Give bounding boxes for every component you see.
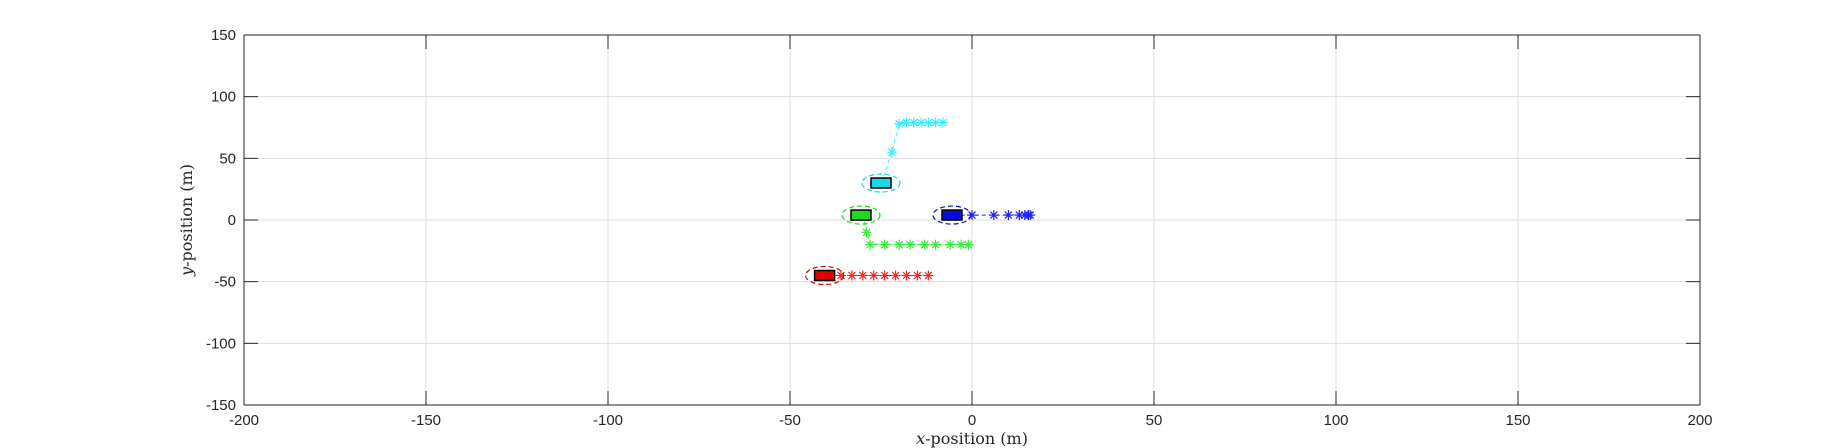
star-stroke [880,240,889,249]
trajectory-point [886,147,897,158]
star-stroke [902,118,911,127]
star-stroke [891,271,900,280]
vehicle-body [850,209,872,221]
trajectory-point [857,270,868,281]
y-tick-label: 0 [228,212,236,229]
trajectory-point [1003,210,1014,221]
x-axis-label-text: -position (m) [925,429,1028,448]
x-tick-label: 150 [1505,412,1530,429]
y-tick-label: -150 [206,397,236,414]
safety-ellipse [932,205,972,225]
vehicle-body [870,177,892,189]
y-axis-label-text: -position (m) [177,164,196,267]
vehicle [804,265,845,286]
star-stroke [847,271,856,280]
y-tick-label: 150 [211,27,236,44]
x-axis-label-variable: x [916,429,925,448]
x-tick-label: -50 [779,412,801,429]
star-stroke [866,240,875,249]
x-tick-label: -200 [229,412,259,429]
trajectory-point [945,239,956,250]
vehicles [804,173,972,286]
x-tick-label: 100 [1323,412,1348,429]
star-stroke [920,240,929,249]
star-stroke [862,228,871,237]
trajectory-point [967,210,977,221]
trajectory-point [937,117,948,128]
y-axis-label-variable: y [177,266,196,277]
trajectory-point [988,210,999,221]
star-stroke [909,118,918,127]
vehicle-trajectory [821,270,934,281]
star-stroke [913,271,922,280]
star-stroke [895,240,904,249]
x-tick-label: 200 [1687,412,1712,429]
star-stroke [1026,211,1035,219]
star-stroke [858,271,867,280]
trajectory-point [923,270,934,281]
trajectory-point [894,239,905,250]
x-tick-label: 0 [968,412,976,429]
y-tick-label: -100 [206,335,236,352]
star-stroke [917,118,925,127]
star-stroke [869,271,878,280]
vehicle [841,205,881,225]
y-tick-label: -50 [214,274,236,291]
x-tick-labels: -200 -150 -100 -50 0 50 100 150 200 [229,412,1713,429]
star-stroke [895,119,904,128]
plot-frame [243,34,1701,406]
vehicle-body [813,269,836,282]
star-stroke [924,271,933,280]
star-stroke [964,240,973,249]
star-stroke [887,148,896,157]
star-stroke [931,118,940,127]
trajectory-point [912,270,923,281]
vehicle [932,205,972,225]
trajectory-point [835,270,846,281]
safety-ellipse [841,205,881,225]
trajectory-line [880,122,943,184]
trajectory-point [879,239,890,250]
trajectory-point [919,239,930,250]
y-axis-label: y-position (m) [177,164,196,277]
trajectory-point [861,227,872,238]
x-tick-label: -100 [593,412,623,429]
y-tick-labels: -150 -100 -50 0 50 100 150 [206,27,236,414]
trajectory-point [879,270,890,281]
x-axis-label: x-position (m) [916,429,1028,448]
trajectory-point [1025,210,1036,221]
trajectory-point [901,270,912,281]
trajectory-point [865,239,876,250]
star-stroke [946,240,955,249]
star-stroke [924,118,933,127]
star-stroke [1004,211,1013,219]
star-stroke [957,240,966,249]
star-stroke [880,271,889,280]
trajectory-point [894,118,905,129]
trajectory-point [963,239,974,250]
y-tick-label: 50 [219,150,236,167]
trajectory-point [868,270,879,281]
trajectory-point [890,270,901,281]
trajectory-point [930,239,941,250]
star-stroke [938,118,947,127]
trajectory-point [905,239,916,250]
star-stroke [906,240,915,249]
star-stroke [902,271,911,280]
vehicle [861,173,901,193]
vehicle-body [941,209,963,221]
safety-ellipse [804,265,845,286]
trajectory-point [908,117,919,128]
safety-ellipse [861,173,901,193]
star-stroke [931,240,940,249]
x-tick-label: 50 [1146,412,1163,429]
star-stroke [989,211,998,219]
x-tick-label: -150 [411,412,441,429]
star-stroke [837,271,845,280]
trajectory-point [846,270,857,281]
y-tick-label: 100 [211,89,236,106]
